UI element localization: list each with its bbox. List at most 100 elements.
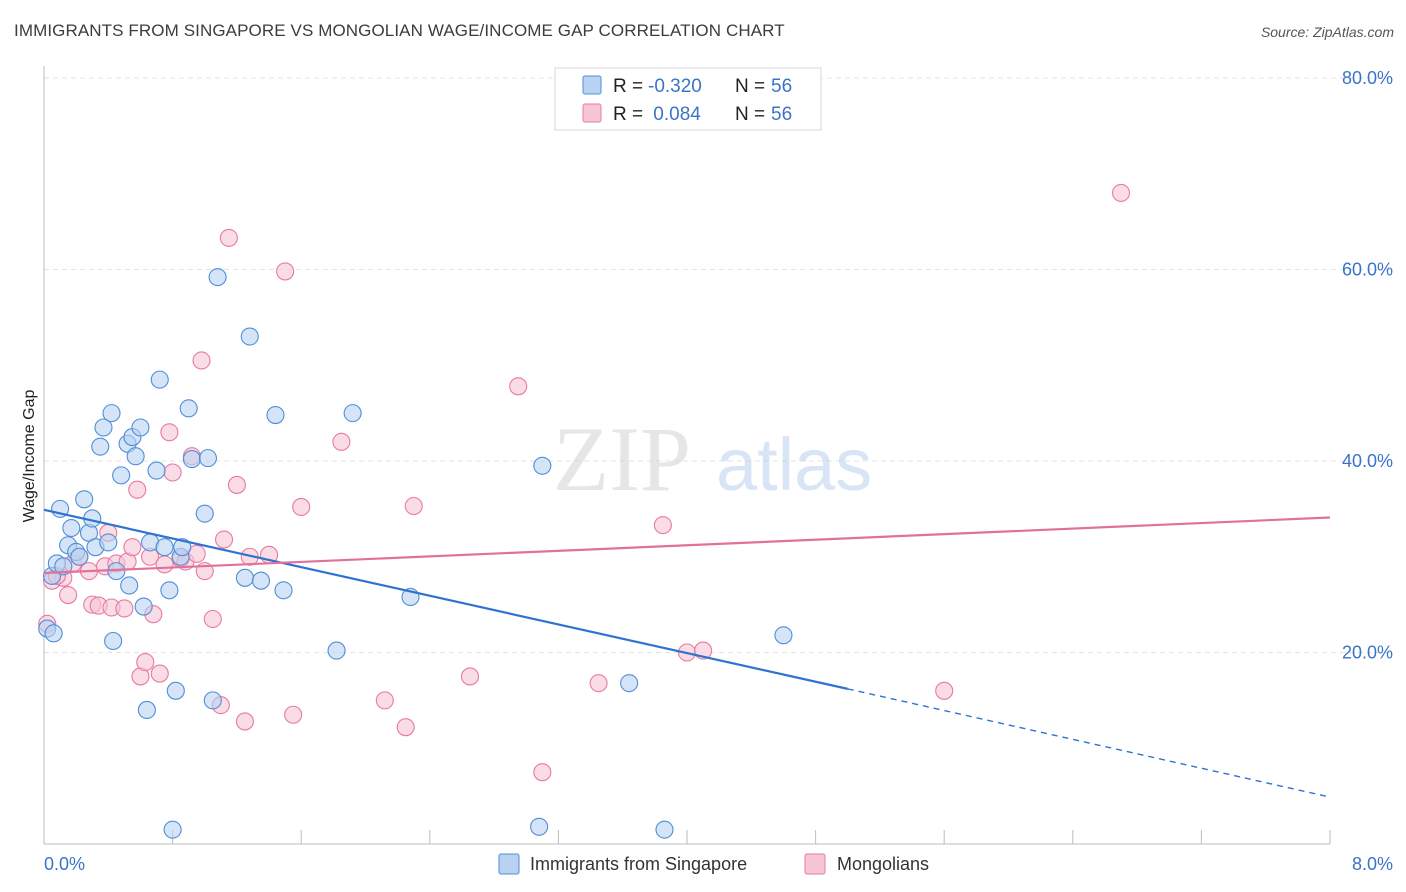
singapore-point-54 — [54, 557, 73, 576]
mongolian-point-20 — [150, 664, 169, 683]
mongolian-point-45 — [460, 667, 480, 686]
bottom-legend-swatch-blue — [498, 853, 520, 875]
grid-lines — [44, 77, 1394, 653]
x-tick-label-0: 0.0% — [44, 854, 85, 874]
y-axis-title: Wage/Income Gap — [21, 390, 38, 523]
mongolian-point-42 — [375, 691, 394, 710]
trend-lines — [43, 508, 1331, 798]
singapore-point-17 — [112, 466, 131, 485]
chart-title: IMMIGRANTS FROM SINGAPORE VS MONGOLIAN W… — [14, 21, 785, 40]
mongolian-point-21 — [155, 555, 174, 574]
mongolian-point-55 — [59, 585, 78, 605]
legend-swatch-blue — [582, 75, 602, 95]
bottom-legend-label-1: Mongolians — [837, 854, 929, 874]
singapore-point-37 — [198, 449, 218, 468]
singapore-point-19 — [120, 576, 139, 595]
singapore-point-50 — [620, 674, 639, 693]
singapore-point-24 — [137, 700, 156, 720]
correlation-legend: R = -0.320 N = 56 R = 0.084 N = 56 — [554, 67, 822, 131]
y-tick-label-0: 20.0% — [1342, 643, 1393, 663]
singapore-point-34 — [179, 399, 198, 418]
mongolian-point-12 — [115, 599, 134, 618]
singapore-point-15 — [104, 631, 123, 651]
legend-r-label-1: R = — [613, 104, 643, 125]
legend-r-value-1: 0.084 — [648, 104, 701, 125]
mongolian-point-46 — [509, 377, 528, 396]
mongolian-point-32 — [214, 530, 234, 549]
legend-n-value-0: 56 — [771, 76, 792, 97]
singapore-point-26 — [147, 461, 166, 480]
mongolian-point-34 — [227, 475, 246, 494]
bottom-legend-swatch-pink — [804, 853, 826, 875]
series-immigrants-from-singapore — [38, 268, 793, 839]
mongolian-trend-line — [43, 516, 1331, 575]
singapore-point-51 — [655, 820, 674, 839]
legend-n-label-0: N = — [735, 76, 765, 97]
singapore-point-39 — [208, 268, 227, 287]
mongolian-point-35 — [235, 712, 254, 731]
watermark-atlas: atlas — [716, 423, 872, 506]
mongolian-point-28 — [192, 351, 211, 370]
singapore-point-21 — [126, 447, 145, 466]
singapore-point-11 — [91, 437, 110, 456]
mongolian-point-22 — [160, 423, 179, 442]
singapore-point-48 — [533, 456, 552, 475]
x-tick-label-1: 8.0% — [1352, 854, 1393, 874]
singapore-point-52 — [774, 626, 793, 645]
singapore-trend-extension — [847, 688, 1331, 798]
mongolian-point-14 — [123, 538, 142, 557]
singapore-point-36 — [195, 504, 214, 523]
y-tick-label-3: 80.0% — [1342, 68, 1393, 88]
singapore-point-45 — [327, 641, 346, 660]
legend-n-label-1: N = — [735, 104, 765, 125]
y-tick-label-1: 40.0% — [1342, 451, 1393, 471]
singapore-point-53 — [44, 624, 63, 643]
singapore-point-35 — [182, 450, 201, 469]
singapore-point-38 — [203, 691, 222, 710]
mongolian-point-30 — [203, 609, 222, 629]
singapore-point-14 — [99, 533, 118, 552]
axes — [43, 66, 1331, 845]
singapore-point-28 — [155, 538, 174, 557]
singapore-point-27 — [150, 370, 169, 389]
mongolian-point-49 — [653, 516, 672, 535]
mongolian-point-38 — [276, 262, 295, 281]
legend-swatch-pink — [582, 103, 602, 123]
mongolian-point-39 — [284, 705, 303, 724]
singapore-point-30 — [163, 820, 182, 839]
legend-n-value-1: 56 — [771, 104, 792, 125]
singapore-point-22 — [131, 418, 150, 437]
y-tick-labels: 20.0% 40.0% 60.0% 80.0% — [1342, 68, 1393, 663]
singapore-point-33 — [173, 538, 192, 557]
singapore-point-7 — [75, 490, 94, 509]
mongolian-point-43 — [396, 718, 415, 737]
watermark-zip: ZIP — [553, 408, 691, 510]
mongolian-point-40 — [292, 497, 311, 517]
singapore-trend-line — [43, 508, 848, 690]
series-mongolians — [38, 183, 1131, 782]
mongolian-point-33 — [219, 228, 238, 247]
singapore-point-5 — [62, 518, 81, 538]
singapore-point-41 — [240, 327, 259, 346]
chart-source: Source: ZipAtlas.com — [1260, 24, 1394, 40]
singapore-point-46 — [343, 404, 362, 423]
mongolian-point-47 — [533, 763, 552, 782]
mongolian-point-41 — [332, 432, 351, 451]
legend-r-label-0: R = — [613, 76, 643, 97]
singapore-point-13 — [102, 404, 121, 423]
mongolian-point-52 — [935, 681, 954, 700]
singapore-point-43 — [266, 405, 285, 425]
singapore-point-29 — [160, 581, 179, 600]
singapore-point-23 — [134, 597, 153, 616]
singapore-point-31 — [166, 681, 185, 700]
singapore-point-49 — [530, 817, 549, 836]
singapore-point-40 — [235, 568, 254, 587]
mongolian-point-23 — [163, 463, 182, 482]
x-tick-labels: 0.0% 8.0% — [44, 854, 1393, 874]
singapore-point-42 — [251, 571, 271, 590]
singapore-point-55 — [70, 547, 89, 566]
singapore-point-12 — [94, 418, 113, 437]
mongolian-point-44 — [404, 496, 423, 516]
y-tick-label-2: 60.0% — [1342, 260, 1393, 280]
